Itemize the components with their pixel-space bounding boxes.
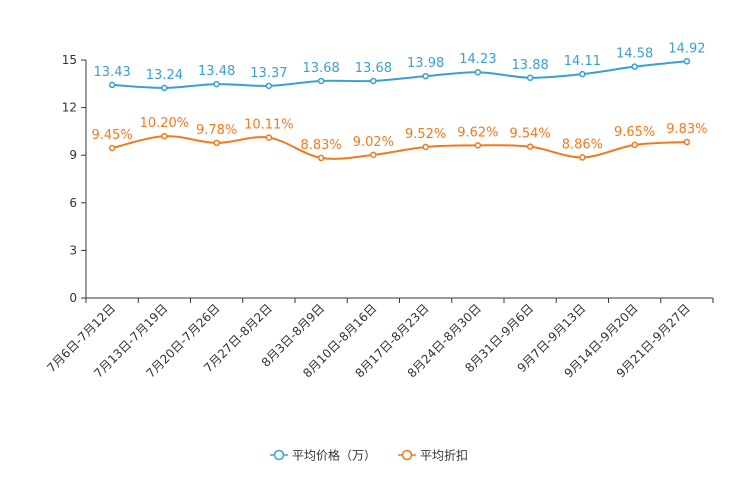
y-tick-label: 9 [69,148,77,162]
data-point [474,142,482,149]
data-label: 9.52% [405,127,446,142]
data-label: 14.58 [616,47,653,62]
data-label: 9.62% [457,125,498,140]
data-label: 13.68 [303,61,340,76]
data-point [683,138,691,146]
data-point [317,77,325,85]
data-point [213,139,220,147]
data-point [526,74,534,82]
data-point [161,84,168,92]
series-line [112,60,687,89]
data-label: 10.11% [244,118,294,133]
data-point [579,70,586,78]
y-tick-label: 3 [69,243,77,257]
data-label: 8.83% [300,138,341,153]
data-point [422,143,429,151]
data-label: 10.20% [140,116,190,131]
data-point [370,151,377,159]
legend-item-1[interactable]: 平均价格（万） [270,448,376,463]
y-tick-label: 15 [62,53,77,67]
legend-item-2[interactable]: 平均折扣 [398,448,468,463]
legend: 平均价格（万） 平均折扣 [270,448,468,463]
data-label: 14.23 [459,52,496,67]
data-label: 9.45% [91,128,132,143]
data-label: 13.43 [94,65,131,80]
data-point [213,80,220,88]
data-label: 14.11 [564,54,601,69]
series-layer: 13.43 13.24 13.48 13.37 13.68 13.68 13.98 14.23… [91,41,708,162]
data-point [317,154,325,162]
legend-marker-icon [401,449,413,461]
data-label: 13.88 [512,58,549,73]
data-point [265,134,273,141]
data-label: 9.65% [614,125,655,140]
data-point [474,68,482,76]
data-label: 13.24 [146,68,183,83]
data-label: 9.02% [353,135,394,150]
y-axis: 0 3 6 9 12 15 [62,53,87,305]
data-point [631,63,638,70]
data-label: 13.68 [355,61,392,76]
data-label: 8.86% [562,137,603,152]
legend-label: 平均折扣 [420,448,468,463]
series-1: 13.43 13.24 13.48 13.37 13.68 13.68 13.98 14.23… [94,41,705,92]
data-label: 14.92 [668,41,705,56]
data-label: 9.83% [666,122,707,137]
x-axis: 7月6日-7月12日7月13日-7月19日7月20日-7月26日7月27日-8月… [44,297,714,381]
data-point [161,132,168,140]
data-label: 9.78% [196,123,237,138]
data-point [108,81,116,89]
legend-marker-icon [273,449,285,461]
data-point [422,72,429,80]
data-label: 13.37 [250,66,287,81]
series-line [111,135,687,160]
data-point [526,143,534,150]
data-point [370,77,377,85]
data-point [631,141,638,149]
data-point [265,82,273,90]
legend-label: 平均价格（万） [292,448,376,463]
data-label: 9.54% [509,127,550,142]
data-point [108,144,116,152]
data-point [683,58,691,65]
y-tick-label: 12 [62,101,77,115]
y-tick-label: 0 [69,291,77,305]
y-tick-label: 6 [69,196,77,210]
data-point [579,154,586,161]
data-label: 13.48 [198,64,235,79]
series-2: 9.45% 10.20% 9.78% 10.11% 8.83% 9.02% 9.52% 9.6… [91,116,708,162]
data-label: 13.98 [407,56,444,71]
